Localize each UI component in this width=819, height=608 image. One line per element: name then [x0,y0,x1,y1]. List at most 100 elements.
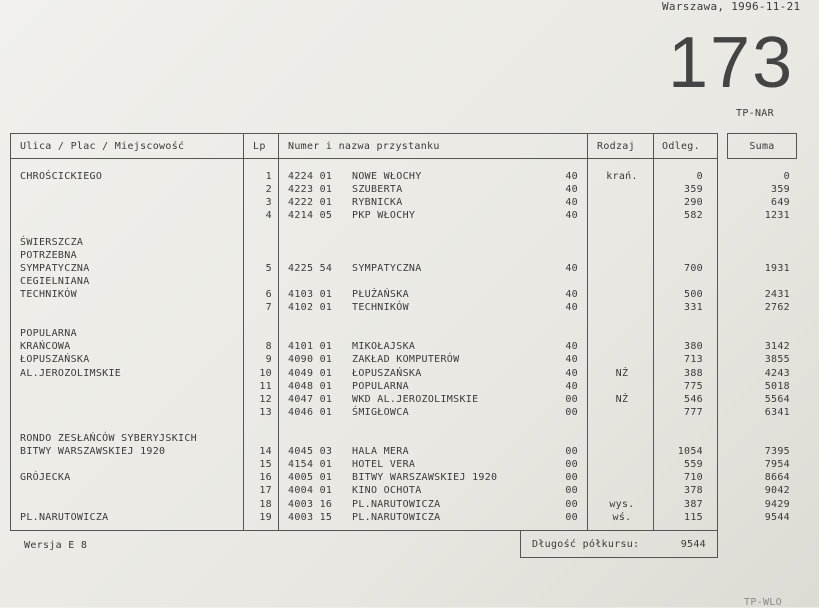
col-rule [587,133,588,531]
sum-header-box [727,133,797,159]
cell-name: PKP WŁOCHY [352,210,416,222]
cell-zone: 40 [565,380,578,392]
col-header: Suma [727,141,797,152]
cell-lp: 4 [265,210,272,222]
cell-distance: 710 [684,472,703,484]
cell-type: wś. [612,511,632,523]
cell-zone: 40 [565,302,578,313]
cell-zone: 40 [565,288,578,300]
cell-distance: 290 [684,197,703,209]
cell-name: TECHNIKÓW [352,302,409,313]
cell-distance: 500 [684,288,703,300]
cell-number: 4101 01 [288,341,333,353]
cell-name: SZUBERTA [352,184,403,196]
cell-name: ŁOPUSZAŃSKA [352,367,422,379]
col-rule [653,133,654,531]
cell-distance: 777 [684,406,703,418]
col-rule [243,133,244,531]
cell-zone: 40 [565,210,578,222]
cell-street: GRÓJECKA [20,472,71,484]
cell-sum: 1231 [764,210,790,222]
cell-number: 4049 01 [288,367,333,379]
cell-number: 4154 01 [288,459,333,471]
cell-name: RYBNICKA [352,197,403,209]
length-box [520,530,718,558]
col-rule [278,133,279,531]
cell-number: 4090 01 [288,354,333,366]
cell-sum: 7954 [764,459,790,471]
length-label: Długość półkursu: [532,539,640,550]
cell-sum: 649 [771,197,790,209]
cell-zone: 40 [565,341,578,353]
cell-sum: 2762 [764,302,790,313]
col-header: Numer i nazwa przystanku [288,141,440,152]
cell-sum: 5564 [764,393,790,405]
cell-number: 4047 01 [288,393,333,405]
cell-lp: 17 [259,485,272,497]
cell-sum: 9429 [764,498,790,510]
cell-number: 4046 01 [288,406,333,418]
cell-distance: 582 [684,210,703,222]
cell-type: krań. [606,171,638,182]
cell-lp: 8 [265,341,272,353]
cell-lp: 5 [265,262,272,274]
cell-zone: 40 [565,354,578,366]
cell-distance: 546 [684,393,703,405]
cell-lp: 9 [265,354,272,366]
cell-name: MIKOŁAJSKA [352,341,416,353]
cell-sum: 359 [771,184,790,196]
cell-lp: 14 [259,446,272,458]
cell-number: 4045 03 [288,446,333,458]
cell-sum: 7395 [764,446,790,458]
place-date: Warszawa, 1996-11-21 [662,0,801,13]
cell-name: PŁUŻAŃSKA [352,288,409,300]
cell-lp: 18 [259,498,272,510]
cell-lp: 6 [265,288,272,300]
cell-zone: 00 [565,472,578,484]
corner-code: TP-WLO [744,597,782,608]
cell-sum: 1931 [764,262,790,274]
cell-sum: 3142 [764,341,790,353]
cell-zone: 00 [565,446,578,458]
cell-zone: 00 [565,406,578,418]
cell-number: 4005 01 [288,472,333,484]
cell-sum: 2431 [764,288,790,300]
cell-type: NŻ [615,367,629,379]
cell-zone: 40 [565,171,578,182]
cell-sum: 6341 [764,406,790,418]
cell-name: PL.NARUTOWICZA [352,498,441,510]
cell-street: SYMPATYCZNA [20,262,90,274]
cell-street: CHROŚCICKIEGO [20,171,103,182]
cell-lp: 2 [265,184,272,196]
col-header: Ulica / Plac / Miejscowość [20,141,185,152]
cell-zone: 40 [565,367,578,379]
length-value: 9544 [680,539,706,550]
cell-distance: 559 [684,459,703,471]
cell-distance: 331 [684,302,703,313]
cell-lp: 16 [259,472,272,484]
cell-name: KINO OCHOTA [352,485,422,497]
cell-street: TECHNIKÓW [20,288,77,300]
cell-street: POTRZEBNA [20,249,77,261]
cell-distance: 713 [684,354,703,366]
cell-zone: 40 [565,262,578,274]
cell-zone: 00 [565,459,578,471]
cell-name: WKD AL.JEROZOLIMSKIE [352,393,479,405]
cell-zone: 00 [565,511,578,523]
cell-sum: 8664 [764,472,790,484]
cell-sum: 9544 [764,511,790,523]
cell-street: AL.JEROZOLIMSKIE [20,367,122,379]
cell-sum: 4243 [764,367,790,379]
col-header: Rodzaj [597,141,635,152]
cell-street: RONDO ZESŁAŃCÓW SYBERYJSKICH [20,433,197,444]
cell-number: 4004 01 [288,485,333,497]
cell-type: NŻ [615,393,629,405]
cell-name: HOTEL VERA [352,459,416,471]
cell-distance: 387 [684,498,703,510]
cell-sum: 9042 [764,485,790,497]
cell-lp: 1 [265,171,272,182]
cell-distance: 359 [684,184,703,196]
cell-street: BITWY WARSZAWSKIEJ 1920 [20,446,166,458]
cell-lp: 13 [259,406,272,418]
